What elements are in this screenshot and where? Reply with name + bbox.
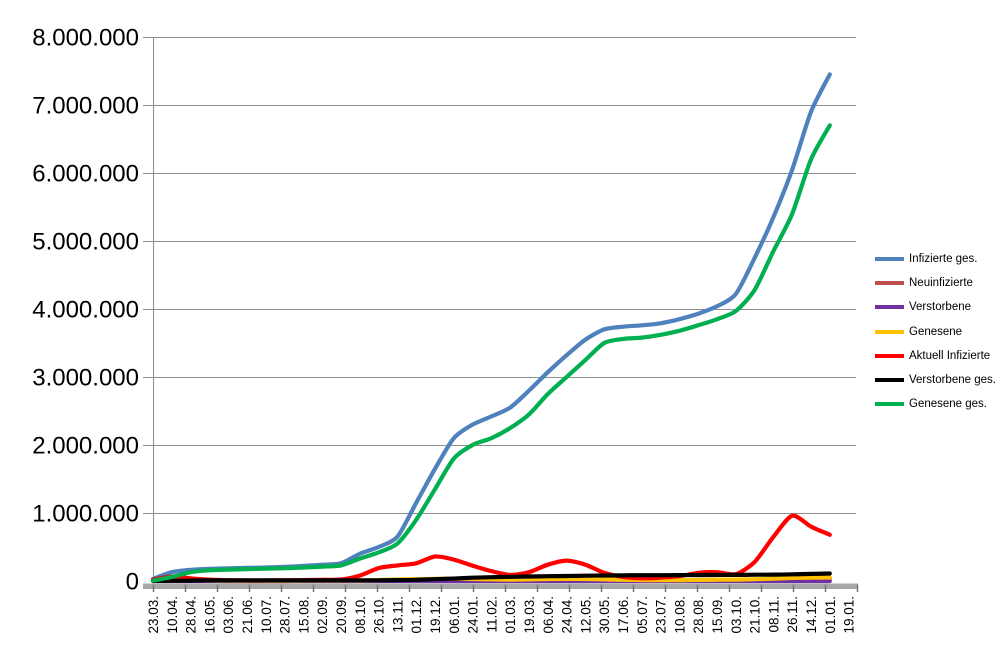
y-axis-label: 5.000.000 [32,229,139,256]
y-axis-label: 2.000.000 [32,433,139,460]
x-axis-label: 15.08. [296,596,311,634]
x-axis-label: 19.12. [428,596,443,634]
legend-label: Genesene ges. [909,398,988,411]
legend: Infizierte ges. Neuinfizierte Verstorbene G… [875,247,1005,416]
legend-label: Verstorbene [909,301,972,314]
x-axis-label: 10.07. [259,596,274,634]
x-axis-label: 21.10. [748,596,763,634]
x-axis-label: 28.08. [691,596,706,634]
legend-swatch-infizierte-ges [875,257,904,262]
x-axis-label: 24.01. [466,596,481,634]
x-axis-label: 19.01. [842,596,857,634]
series-line-infizierte-ges [150,72,832,582]
x-axis-label: 03.10. [729,596,744,634]
legend-label: Genesene [909,325,963,338]
x-axis-label: 23.07. [654,596,669,634]
legend-item-verstorbene-ges: Verstorbene ges. [875,368,1005,392]
x-axis-label: 10.08. [672,596,687,634]
x-axis-label: 01.03. [503,596,518,634]
x-axis-label: 03.06. [221,596,236,634]
x-axis-label: 23.03. [146,596,161,634]
x-axis-label: 13.11. [390,596,405,633]
y-axis-label: 3.000.000 [32,365,139,392]
x-axis-label: 14.12. [804,596,819,634]
x-axis-label: 26.10. [372,596,387,634]
x-axis-label: 02.09. [315,596,330,634]
series-line-genesene-ges [150,123,832,583]
legend-item-verstorbene: Verstorbene [875,295,1005,319]
legend-swatch-neuinfizierte [875,281,904,286]
legend-item-infizierte-ges: Infizierte ges. [875,247,1005,271]
legend-label: Aktuell Infizierte [909,349,991,362]
x-axis-label: 10.04. [165,596,180,634]
legend-swatch-genesene [875,329,904,334]
y-axis-label: 1.000.000 [32,501,139,528]
legend-swatch-aktuell-infizierte [875,353,904,358]
x-axis-label: 15.09. [710,596,725,634]
y-axis-label: 7.000.000 [32,93,139,120]
y-axis-label: 8.000.000 [32,25,139,52]
x-axis-label: 28.07. [278,596,293,634]
x-axis-label: 01.01. [823,596,838,634]
legend-swatch-verstorbene [875,305,904,310]
series-line-verstorbene-ges [150,571,832,584]
x-axis-label: 26.11. [785,596,800,633]
legend-label: Neuinfizierte [909,277,973,290]
legend-item-genesene: Genesene [875,320,1005,344]
y-axis-label: 6.000.000 [32,161,139,188]
x-axis-label: 30.05. [597,596,612,634]
y-axis-label: 0 [126,569,139,596]
x-axis-label: 08.11. [766,596,781,633]
x-axis-label: 21.06. [240,596,255,634]
x-axis-label: 01.12. [409,596,424,634]
y-axis-label: 4.000.000 [32,297,139,324]
legend-item-genesene-ges: Genesene ges. [875,392,1005,416]
legend-item-neuinfizierte: Neuinfizierte [875,271,1005,295]
x-axis-label: 05.07. [635,596,650,634]
x-axis-label: 17.06. [616,596,631,634]
x-axis-label: 08.10. [353,596,368,634]
x-axis-label: 11.02. [484,596,499,633]
x-axis-label: 19.03. [522,596,537,634]
x-axis-label: 24.04. [560,596,575,634]
x-axis-label: 16.05. [202,596,217,634]
x-axis-label: 06.04. [541,596,556,634]
legend-item-aktuell-infizierte: Aktuell Infizierte [875,344,1005,368]
x-axis-label: 06.01. [447,596,462,634]
x-axis-label: 12.05. [578,596,593,634]
x-axis-label: 20.09. [334,596,349,634]
x-axis-label: 28.04. [184,596,199,634]
x-axis-band [143,583,858,589]
legend-swatch-verstorbene-ges [875,378,904,383]
legend-label: Verstorbene ges. [909,374,996,387]
legend-label: Infizierte ges. [909,253,978,266]
legend-swatch-genesene-ges [875,402,904,407]
